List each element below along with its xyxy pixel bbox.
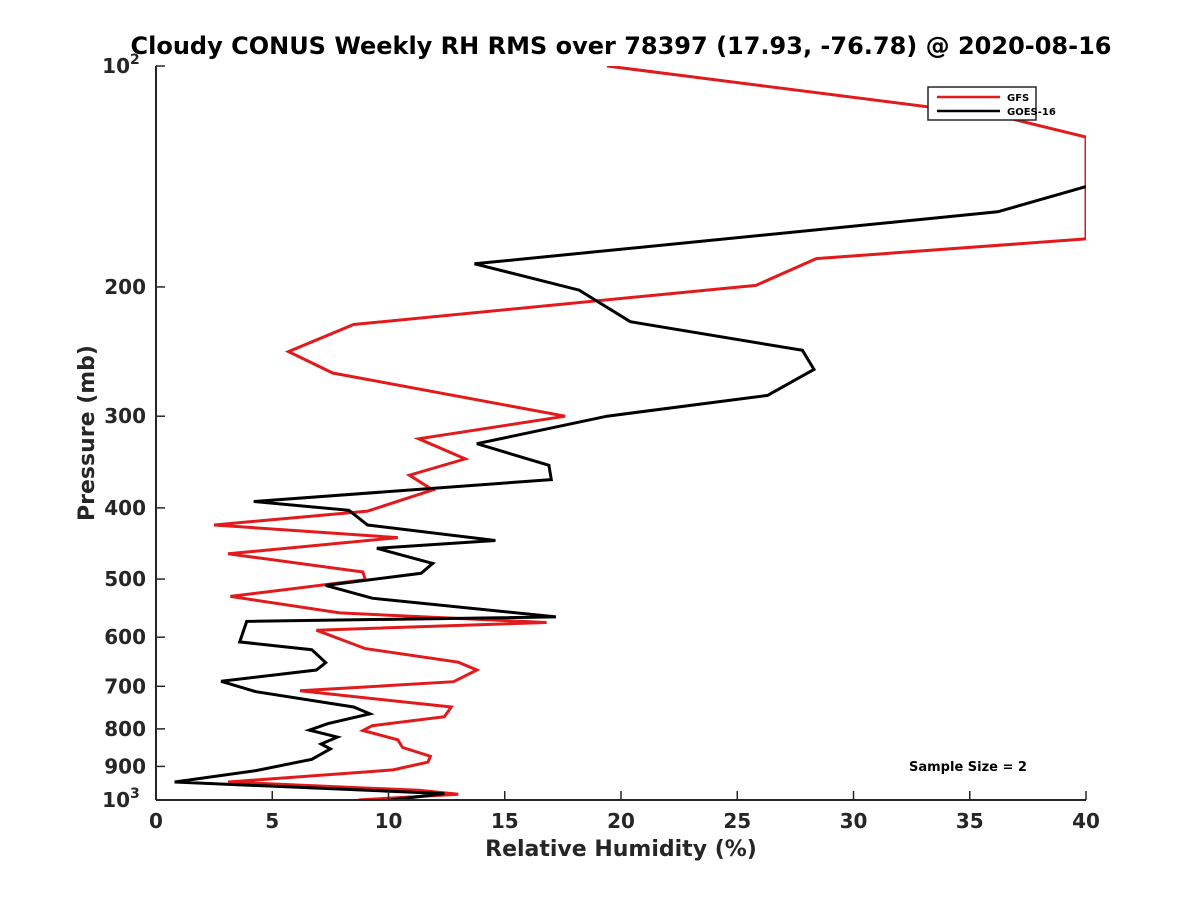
x-tick-label: 15 <box>491 809 519 833</box>
y-tick-label: 300 <box>104 404 146 428</box>
x-tick-label: 35 <box>956 809 984 833</box>
y-axis-label: Pressure (mb) <box>75 345 100 521</box>
x-tick-label: 40 <box>1072 809 1100 833</box>
chart-title: Cloudy CONUS Weekly RH RMS over 78397 (1… <box>131 32 1112 60</box>
plot-area: 0 5 10 15 20 25 30 35 40 10 220030040050060070080… <box>102 52 1100 833</box>
x-axis-label: Relative Humidity (%) <box>485 837 757 862</box>
legend: GFS GOES-16 <box>927 86 1056 121</box>
y-tick-exponent: 2 <box>130 52 140 68</box>
y-tick-exponent: 3 <box>130 786 140 802</box>
legend-label-gfs: GFS <box>1007 93 1029 104</box>
y-tick-label: 900 <box>104 754 146 778</box>
x-tick-label: 30 <box>840 809 868 833</box>
legend-box <box>927 86 1037 121</box>
y-tick-label: 10 <box>102 788 130 812</box>
x-tick-label: 5 <box>265 809 279 833</box>
series-layer <box>174 66 1086 800</box>
y-tick-label: 600 <box>104 625 146 649</box>
y-tick-label: 700 <box>104 674 146 698</box>
series-line-gfs <box>213 66 1086 800</box>
x-tick-label: 10 <box>375 809 403 833</box>
sample-size-annotation: Sample Size = 2 <box>909 760 1027 775</box>
x-tick-label: 20 <box>607 809 635 833</box>
x-tick-label: 25 <box>723 809 751 833</box>
legend-label-goes16: GOES-16 <box>1007 107 1056 118</box>
y-tick-label: 400 <box>104 496 146 520</box>
y-tick-label: 200 <box>104 275 146 299</box>
x-tick-label: 0 <box>149 809 163 833</box>
y-tick-label: 10 <box>102 54 130 78</box>
x-axis-ticks: 0 5 10 15 20 25 30 35 40 <box>149 791 1100 833</box>
y-tick-label: 800 <box>104 717 146 741</box>
series-line-goes-16 <box>174 185 1086 800</box>
y-tick-label: 500 <box>104 567 146 591</box>
